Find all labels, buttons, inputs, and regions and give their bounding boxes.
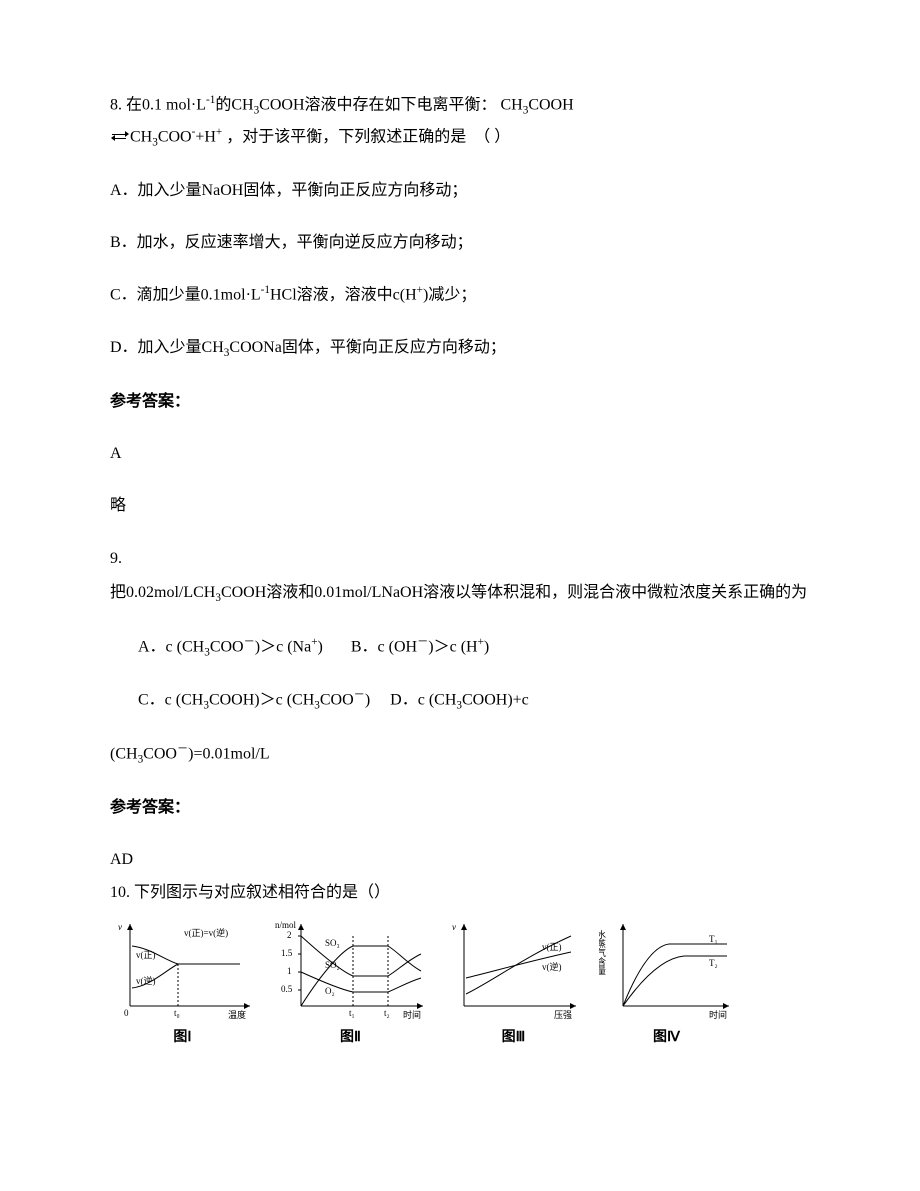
svg-text:v: v	[452, 922, 456, 932]
q8-answer: A	[110, 439, 810, 469]
figure-3: v 压强 v(正) v(逆) 图Ⅲ	[446, 916, 581, 1050]
svg-text:时间: 时间	[709, 1009, 727, 1020]
svg-text:温度: 温度	[228, 1009, 246, 1020]
chart-1: v 温度 v(正) v(逆) v(正)=v(逆) t₀ 0	[110, 916, 255, 1021]
q9-number: 9.	[110, 544, 810, 574]
svg-text:v(逆): v(逆)	[542, 961, 562, 972]
svg-text:v(正): v(正)	[136, 950, 156, 960]
q8-brief: 略	[110, 491, 810, 521]
svg-text:t₁: t₁	[349, 1008, 355, 1018]
q9-answer-label: 参考答案：	[110, 793, 810, 823]
q9-option-d-cont: (CH3COO－)=0.01mol/L	[110, 739, 810, 771]
q9-stem: 把0.02mol/LCH3COOH溶液和0.01mol/LNaOH溶液以等体积混…	[110, 578, 810, 609]
svg-text:O₂: O₂	[325, 986, 335, 996]
figure-1-label: 图Ⅰ	[110, 1023, 255, 1050]
svg-text:1: 1	[287, 966, 292, 976]
svg-text:v(逆): v(逆)	[136, 975, 156, 986]
svg-text:2: 2	[287, 930, 292, 940]
svg-text:t₀: t₀	[174, 1008, 180, 1018]
figure-4: 水蒸气含量 时间 T₁ T₂ 图Ⅳ	[599, 916, 734, 1050]
q8-option-d: D．加入少量CH3COONa固体，平衡向正反应方向移动；	[110, 333, 810, 364]
q8-number: 8.	[110, 96, 126, 113]
svg-text:0: 0	[124, 1008, 129, 1018]
q8-option-b: B．加水，反应速率增大，平衡向逆反应方向移动；	[110, 228, 810, 258]
q10-figures: v 温度 v(正) v(逆) v(正)=v(逆) t₀ 0 图Ⅰ n/mol 时…	[110, 916, 810, 1050]
q9-options-row1: A．c (CH3COO－)＞c (Na+) B．c (OH－)＞c (H+)	[110, 632, 810, 664]
figure-2: n/mol 时间 2 1.5 1 0.5 t₁ t₂ SO₃ SO₂ O₂ 图Ⅱ	[273, 916, 428, 1050]
q10-stem: 10. 下列图示与对应叙述相符合的是（）	[110, 878, 810, 908]
q8-stem: 8. 在0.1 mol·L-1的CH3COOH溶液中存在如下电离平衡： CH3C…	[110, 90, 810, 154]
figure-4-label: 图Ⅳ	[599, 1023, 734, 1050]
svg-text:n/mol: n/mol	[275, 920, 297, 930]
svg-text:水蒸气含量: 水蒸气含量	[599, 929, 606, 975]
svg-text:SO₂: SO₂	[325, 960, 340, 970]
svg-text:v(正)=v(逆): v(正)=v(逆)	[184, 927, 228, 938]
svg-text:时间: 时间	[403, 1009, 421, 1020]
figure-1: v 温度 v(正) v(逆) v(正)=v(逆) t₀ 0 图Ⅰ	[110, 916, 255, 1050]
equilibrium-icon	[112, 132, 128, 142]
svg-text:T₁: T₁	[709, 934, 718, 944]
svg-text:t₂: t₂	[384, 1008, 390, 1018]
q8-option-c: C．滴加少量0.1mol·L-1HCl溶液，溶液中c(H+)减少；	[110, 280, 810, 311]
q9-answer: AD	[110, 845, 810, 875]
figure-3-label: 图Ⅲ	[446, 1023, 581, 1050]
svg-text:T₂: T₂	[709, 958, 718, 968]
svg-text:压强: 压强	[554, 1010, 572, 1020]
q8-answer-label: 参考答案：	[110, 387, 810, 417]
chart-4: 水蒸气含量 时间 T₁ T₂	[599, 916, 734, 1021]
chart-3: v 压强 v(正) v(逆)	[446, 916, 581, 1021]
svg-text:v(正): v(正)	[542, 942, 562, 952]
q8-option-a: A．加入少量NaOH固体，平衡向正反应方向移动；	[110, 176, 810, 206]
svg-text:1.5: 1.5	[281, 948, 293, 958]
q9-options-row2: C．c (CH3COOH)＞c (CH3COO－) D．c (CH3COOH)+…	[110, 685, 810, 717]
chart-2: n/mol 时间 2 1.5 1 0.5 t₁ t₂ SO₃ SO₂ O₂	[273, 916, 428, 1021]
svg-text:0.5: 0.5	[281, 984, 293, 994]
figure-2-label: 图Ⅱ	[273, 1023, 428, 1050]
svg-text:SO₃: SO₃	[325, 938, 340, 948]
svg-text:v: v	[118, 922, 122, 932]
